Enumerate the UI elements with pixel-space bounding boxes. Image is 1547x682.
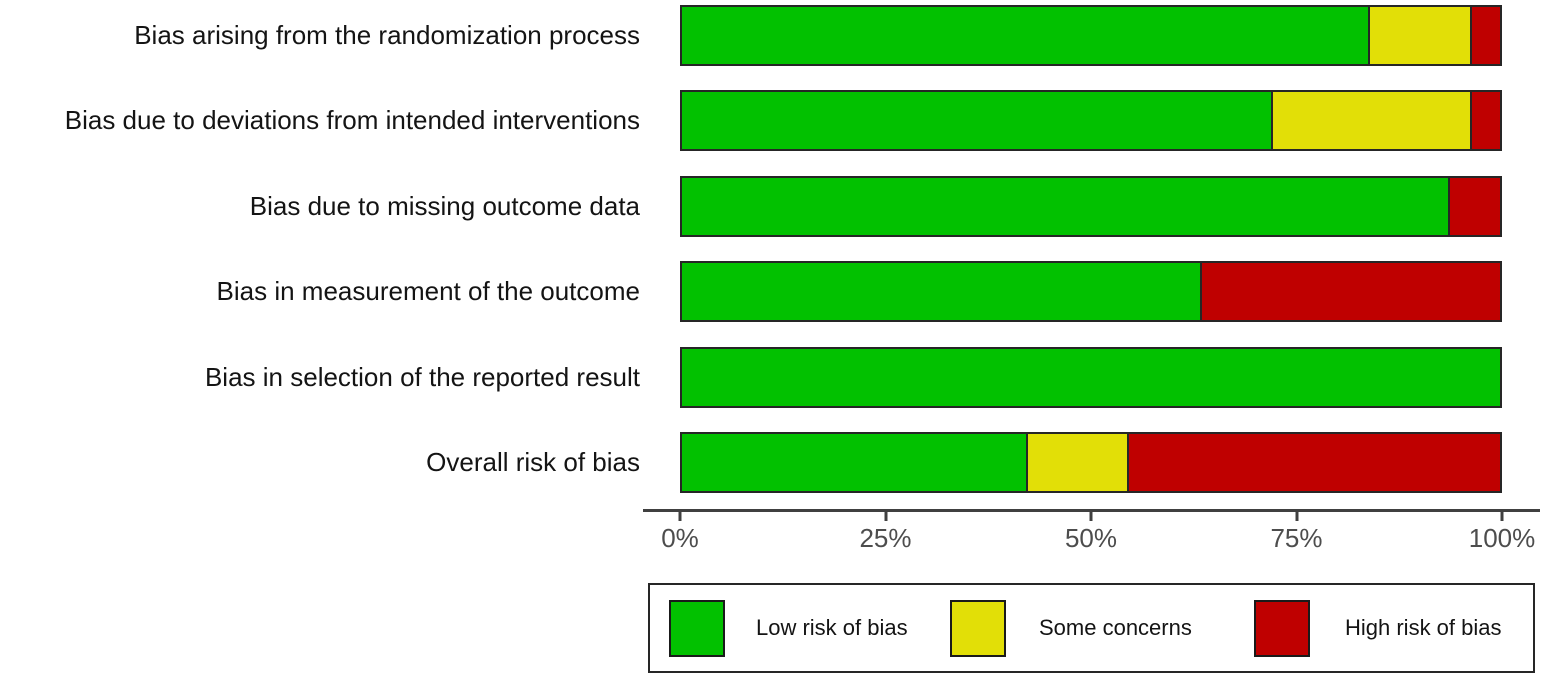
stacked-bar <box>680 175 1502 237</box>
x-tick-label: 0% <box>661 523 699 553</box>
bar-segment-low-risk-of-bias <box>682 263 1203 321</box>
x-tick-label: 25% <box>859 523 912 553</box>
table-row: Bias in measurement of the outcome <box>0 261 1547 323</box>
bar-segment-high-risk-of-bias <box>1450 177 1500 235</box>
bar-segment-high-risk-of-bias <box>1202 263 1500 321</box>
table-row: Bias due to missing outcome data <box>0 175 1547 237</box>
table-row: Bias arising from the randomization proc… <box>0 5 1547 66</box>
x-axis-tick <box>678 512 682 521</box>
x-tick-label: 50% <box>1064 523 1118 553</box>
category-label: Bias due to missing outcome data <box>249 190 640 221</box>
x-tick-label: 75% <box>1270 523 1323 553</box>
table-row: Bias in selection of the reported result <box>0 346 1547 408</box>
legend-label-some-concerns: Some concerns <box>1039 615 1192 640</box>
stacked-bar <box>680 346 1502 408</box>
category-label: Bias arising from the randomization proc… <box>134 20 640 50</box>
table-row: Bias due to deviations from intended int… <box>0 90 1547 152</box>
bar-segment-some-concerns <box>1028 434 1129 491</box>
legend-label-low-risk: Low risk of bias <box>756 615 908 640</box>
category-label: Bias in measurement of the outcome <box>216 276 640 307</box>
legend: Low risk of bias Some concerns High risk… <box>648 583 1535 673</box>
bar-segment-low-risk-of-bias <box>682 92 1274 150</box>
category-label: Bias due to deviations from intended int… <box>64 105 640 136</box>
bar-segment-some-concerns <box>1370 7 1473 64</box>
legend-label-high-risk: High risk of bias <box>1345 615 1502 640</box>
stacked-bar <box>680 432 1502 493</box>
bar-segment-high-risk-of-bias <box>1128 434 1501 491</box>
bar-segment-high-risk-of-bias <box>1472 7 1500 64</box>
bar-segment-low-risk-of-bias <box>682 434 1029 491</box>
x-axis-tick <box>1295 512 1298 521</box>
legend-swatch-low-risk <box>669 600 725 657</box>
bar-segment-high-risk-of-bias <box>1472 92 1500 150</box>
x-axis-tick <box>884 512 887 521</box>
bar-segment-low-risk-of-bias <box>682 348 1500 406</box>
category-label: Overall risk of bias <box>426 447 640 477</box>
x-tick-label: 100% <box>1468 523 1536 553</box>
bar-segment-some-concerns <box>1273 92 1473 150</box>
legend-swatch-high-risk <box>1254 600 1310 657</box>
x-axis-line <box>643 509 1540 512</box>
stacked-bar <box>680 90 1502 152</box>
stacked-bar <box>680 261 1502 323</box>
table-row: Overall risk of bias <box>0 432 1547 493</box>
category-label: Bias in selection of the reported result <box>204 361 640 392</box>
stacked-bar <box>680 5 1502 66</box>
bar-segment-low-risk-of-bias <box>682 177 1451 235</box>
x-axis-tick <box>1089 512 1093 521</box>
x-axis-tick <box>1500 512 1504 521</box>
legend-swatch-some-concerns <box>950 600 1006 657</box>
bar-segment-low-risk-of-bias <box>682 7 1371 64</box>
